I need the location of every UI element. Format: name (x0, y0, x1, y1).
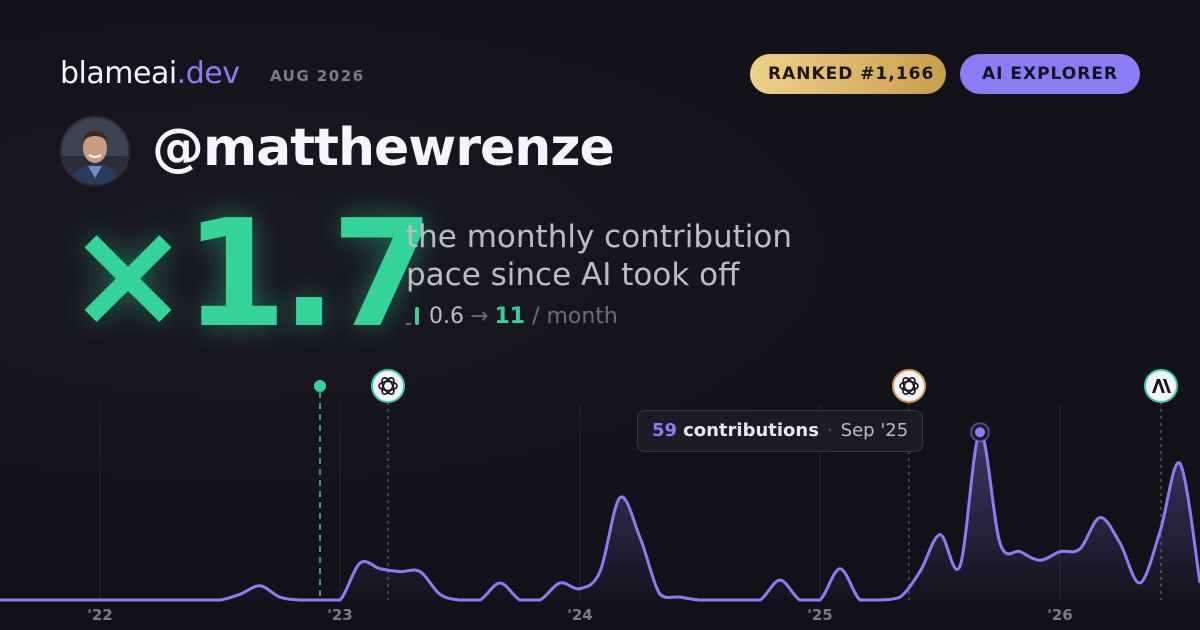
x-tick-label: '26 (1047, 606, 1072, 624)
highlight-point (975, 427, 985, 438)
description: the monthly contribution pace since AI t… (406, 219, 793, 293)
brand: blameai.dev (60, 56, 240, 91)
tooltip-value: 59 (652, 420, 678, 441)
brand-tld: .dev (176, 56, 240, 91)
x-tick-label: '23 (327, 606, 352, 624)
line (0, 430, 1200, 602)
anthropic-icon (1144, 369, 1178, 403)
tooltip-date: Sep '25 (840, 420, 909, 441)
event-markers (314, 369, 1178, 600)
openai-icon (892, 369, 926, 403)
pace: 0.6 → 11 / month (406, 304, 618, 329)
spark-after (415, 307, 419, 325)
openai-icon (371, 369, 405, 403)
tooltip-label: contributions (683, 420, 819, 441)
x-tick-label: '25 (807, 606, 832, 624)
rank-badge: RANKED #1,166 (750, 54, 946, 94)
username: @matthewrenze (152, 118, 615, 178)
tooltip: 59 contributions · Sep '25 (637, 410, 924, 452)
brand-name: blameai (60, 56, 177, 91)
avatar (60, 116, 130, 186)
x-tick-label: '22 (87, 606, 112, 624)
tier-badge: AI EXPLORER (960, 54, 1140, 94)
pace-arrow: → (470, 304, 489, 329)
x-tick-label: '24 (567, 606, 592, 624)
pace-unit: / month (532, 304, 618, 329)
event-dot (314, 380, 326, 392)
spark-before (406, 323, 411, 325)
area (0, 432, 1200, 600)
pace-from: 0.6 (429, 304, 464, 329)
multiplier: ×1.7 (66, 188, 434, 360)
pace-to: 11 (494, 304, 526, 329)
date: AUG 2026 (270, 67, 365, 85)
